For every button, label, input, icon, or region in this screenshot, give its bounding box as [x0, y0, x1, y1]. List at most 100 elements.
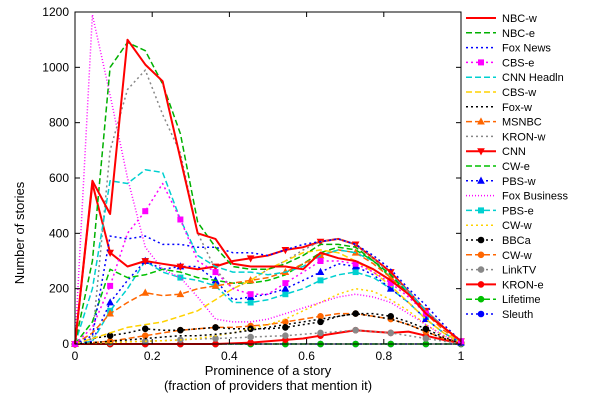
data-point	[177, 216, 184, 223]
series-line	[74, 249, 462, 345]
legend-entry: CNN Headln	[466, 72, 564, 84]
legend: NBC-w NBC-e Fox News CBS-e CNN Headln CBS-w Fo…	[466, 13, 569, 321]
data-point	[317, 313, 324, 320]
legend-entry: BBCa	[466, 235, 532, 247]
series-nbc-e	[74, 41, 462, 345]
series-line	[74, 235, 462, 345]
series-fox-business	[74, 14, 462, 345]
legend-label: LinkTV	[502, 265, 537, 277]
legend-entry: CNN	[466, 146, 526, 158]
series-cw-e	[74, 246, 462, 345]
data-point	[211, 281, 220, 289]
legend-entry: CW-w	[466, 220, 532, 232]
data-point	[141, 332, 149, 340]
data-point	[246, 255, 255, 263]
y-tick-label: 800	[49, 116, 69, 130]
series-line	[74, 312, 462, 345]
data-point	[282, 332, 289, 340]
legend-label: CBS-e	[502, 57, 534, 69]
legend-entry: NBC-e	[466, 28, 535, 40]
legend-label: Sleuth	[502, 309, 533, 321]
legend-entry: Fox News	[466, 43, 551, 55]
x-tick-label: 1	[458, 349, 465, 363]
data-point	[282, 280, 289, 287]
legend-label: PBS-w	[502, 176, 536, 188]
data-point	[386, 284, 395, 292]
series-line	[74, 41, 462, 345]
x-axis: 0 0.2 0.4 0.6 0.8 1	[72, 12, 465, 363]
legend-marker	[478, 59, 484, 66]
x-tick-label: 0.4	[221, 349, 238, 363]
series-kron-w	[74, 69, 462, 345]
data-point	[317, 258, 324, 264]
series-line	[74, 260, 462, 345]
series-line	[74, 312, 462, 345]
x-tick-label: 0.6	[298, 349, 315, 363]
legend-entry: KRON-w	[466, 131, 545, 143]
x-tick-label: 0.2	[144, 349, 161, 363]
data-point	[212, 335, 219, 342]
legend-entry: PBS-e	[466, 205, 534, 217]
data-point	[212, 269, 219, 276]
y-axis: 0 200 400 600 800 1000 1200	[42, 5, 461, 351]
legend-marker	[477, 266, 485, 273]
data-point	[212, 324, 219, 331]
series-pbs-w	[71, 256, 465, 347]
series-layer	[71, 14, 465, 349]
data-point	[422, 325, 430, 333]
data-point	[106, 309, 114, 317]
legend-label: KRON-e	[502, 279, 544, 291]
data-point	[422, 335, 430, 342]
data-point	[107, 282, 114, 289]
legend-label: NBC-w	[502, 13, 537, 25]
y-tick-label: 400	[49, 226, 69, 240]
data-point	[141, 325, 149, 333]
x-tick-label: 0	[72, 349, 79, 363]
legend-marker	[477, 281, 485, 288]
legend-label: NBC-e	[502, 28, 535, 40]
legend-entry: Lifetime	[466, 294, 541, 306]
series-nbc-w	[74, 38, 462, 345]
legend-marker	[478, 207, 484, 214]
legend-label: CNN Headln	[502, 72, 564, 84]
legend-marker	[477, 295, 485, 303]
data-point	[352, 269, 359, 276]
data-point	[141, 288, 150, 296]
x-tick-label: 0.8	[375, 349, 392, 363]
legend-entry: CW-e	[466, 161, 530, 173]
legend-label: Fox-w	[502, 102, 532, 114]
data-point	[106, 249, 114, 257]
legend-label: CNN	[502, 146, 526, 158]
series-cbs-w	[74, 249, 462, 345]
legend-label: BBCa	[502, 235, 532, 247]
x-axis-subtitle: (fraction of providers that mention it)	[164, 378, 372, 393]
legend-entry: Fox Business	[466, 191, 569, 203]
legend-entry: KRON-e	[466, 279, 544, 291]
data-point	[247, 299, 254, 306]
legend-label: MSNBC	[502, 117, 542, 129]
data-point	[106, 332, 114, 340]
series-fox-news	[74, 235, 462, 345]
data-point	[141, 258, 150, 266]
series-cnn-headln	[74, 168, 462, 345]
series-fox-w	[74, 312, 462, 345]
series-line	[74, 312, 462, 345]
legend-label: CBS-w	[502, 87, 536, 99]
legend-label: CW-w	[502, 250, 532, 262]
data-point	[282, 291, 289, 298]
y-tick-label: 0	[62, 337, 69, 351]
data-point	[352, 326, 359, 334]
legend-label: KRON-w	[502, 131, 545, 143]
legend-marker	[477, 176, 485, 184]
legend-marker	[477, 251, 485, 259]
data-point	[387, 313, 395, 320]
y-axis-title: Number of stories	[12, 181, 27, 284]
legend-entry: Sleuth	[466, 309, 533, 321]
legend-entry: NBC-w	[466, 13, 537, 25]
y-tick-label: 1200	[42, 5, 69, 19]
legend-marker	[477, 236, 485, 244]
x-axis-title: Prominence of a story	[205, 363, 332, 378]
legend-entry: CBS-e	[466, 57, 534, 69]
data-point	[247, 291, 254, 298]
